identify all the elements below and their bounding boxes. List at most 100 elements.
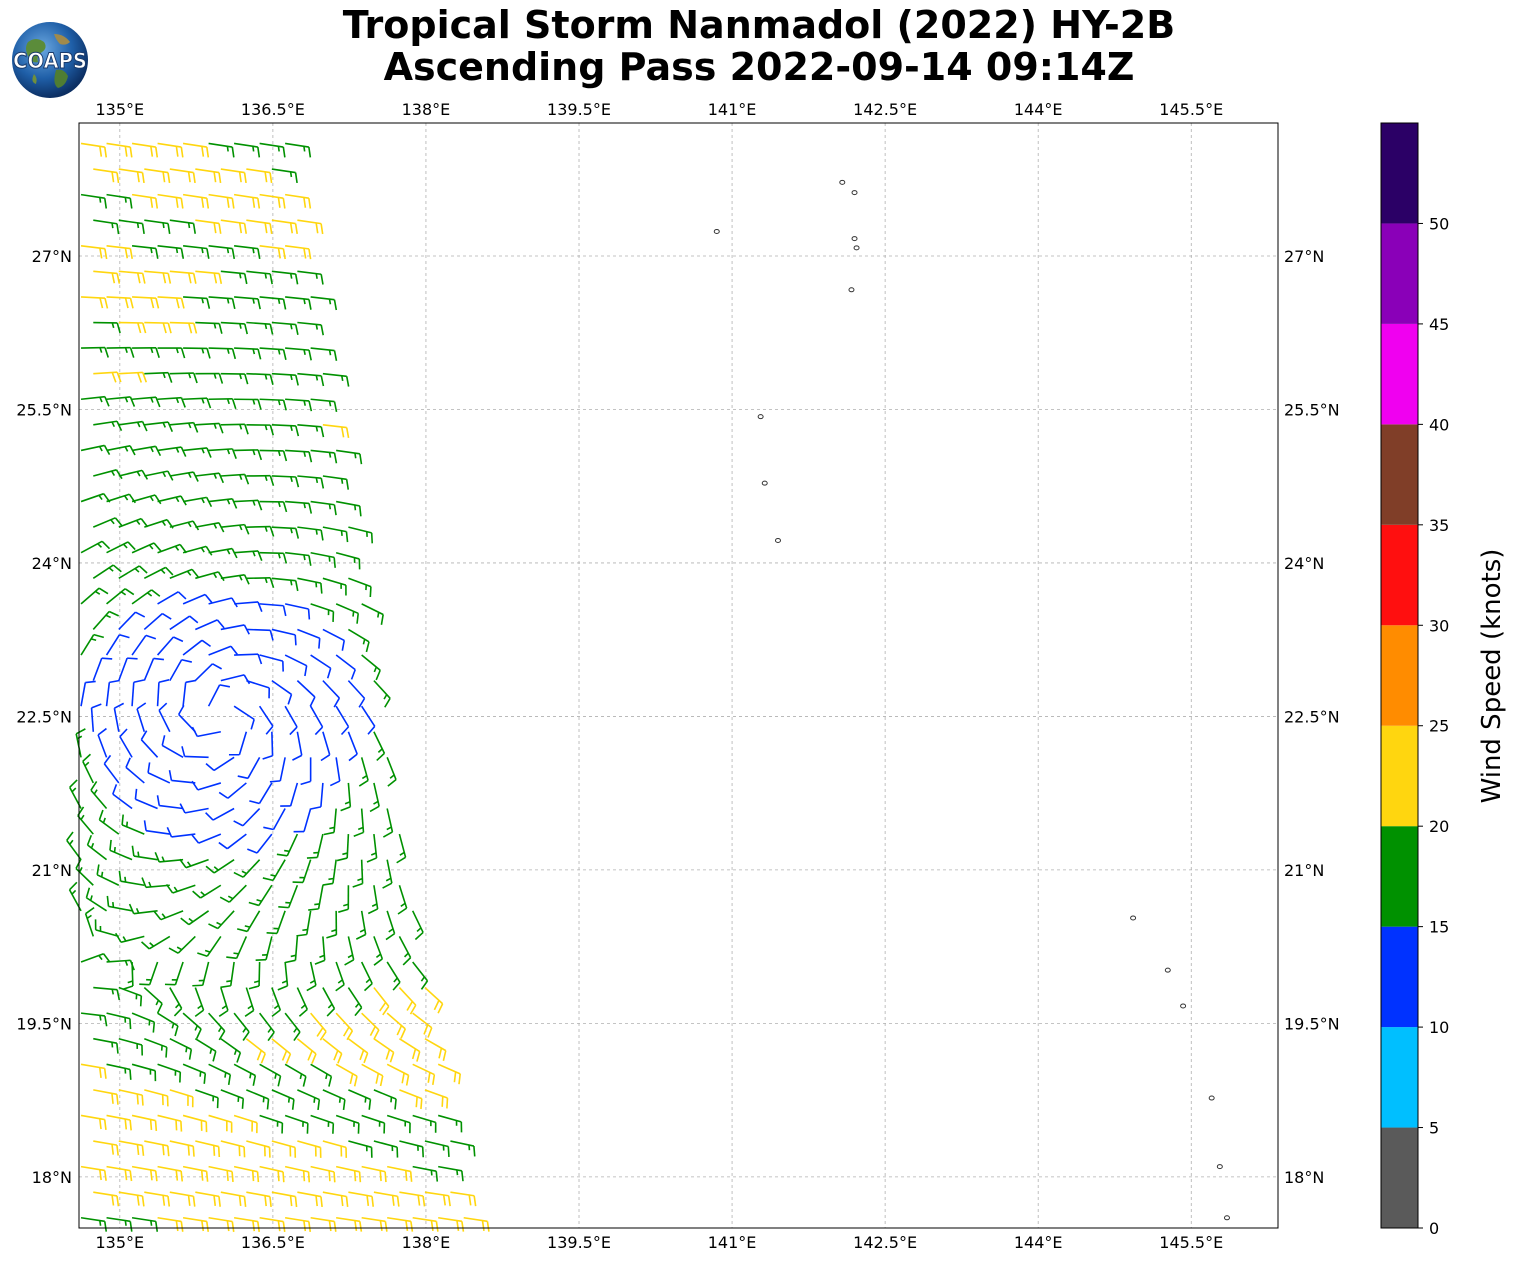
wind-barb: [411, 910, 424, 941]
wind-barb: [259, 398, 287, 411]
wind-barb: [157, 193, 184, 209]
wind-barb: [194, 1038, 217, 1062]
wind-barb: [297, 424, 325, 438]
wind-barb: [297, 270, 324, 285]
wind-barb: [93, 1140, 119, 1156]
wind-barb: [310, 1012, 327, 1041]
wind-barb: [220, 1140, 246, 1158]
wind-barb: [131, 193, 159, 209]
wind-barb: [169, 372, 198, 384]
wind-barb: [93, 469, 123, 480]
wind-barb: [322, 987, 336, 1017]
wind-barb: [347, 731, 358, 762]
wind-barb: [81, 346, 110, 358]
wind-barb: [157, 1216, 184, 1232]
wind-barb: [248, 961, 261, 990]
wind-barb: [297, 526, 324, 541]
wind-barb: [386, 757, 397, 787]
colorbar-bin: [1381, 625, 1418, 726]
wind-barb: [182, 1012, 202, 1039]
wind-barb: [165, 883, 196, 894]
wind-barb: [271, 372, 299, 386]
wind-barb: [144, 270, 172, 284]
wind-barb: [259, 500, 288, 513]
lat-tick-label-right: 19.5°N: [1284, 1014, 1340, 1033]
wind-barb: [169, 168, 196, 184]
wind-barb: [385, 910, 396, 941]
wind-barb: [322, 680, 341, 708]
wind-barb: [234, 653, 263, 665]
wind-barb: [93, 1089, 119, 1105]
wind-barb: [399, 1089, 423, 1110]
colorbar-bin: [1381, 323, 1418, 425]
wind-barb: [166, 827, 196, 838]
wind-barb: [233, 859, 261, 878]
wind-barb: [398, 936, 412, 966]
wind-barb: [310, 654, 332, 679]
wind-barb: [246, 270, 273, 285]
wind-barb: [226, 936, 248, 960]
wind-barb: [233, 1114, 258, 1134]
wind-barb: [114, 932, 145, 944]
lon-tick-label-bottom: 139.5°E: [547, 1233, 611, 1252]
wind-barb: [412, 1012, 433, 1038]
wind-barb: [131, 494, 162, 505]
wind-barb: [234, 296, 261, 310]
colorbar-ticks: 0 5 10 15 20 25 30 35 40 45 50: [1418, 214, 1449, 1238]
wind-barb: [157, 543, 188, 554]
lat-tick-label-left: 21°N: [32, 861, 72, 880]
wind-barb: [80, 142, 108, 158]
wind-barb: [141, 877, 170, 889]
wind-barb: [344, 936, 355, 966]
wind-barb: [259, 551, 288, 564]
lon-tick-label-top: 141°E: [708, 100, 757, 119]
wind-barb: [93, 321, 121, 334]
wind-barb: [131, 1114, 158, 1132]
lon-tick-label-bottom: 145.5°E: [1159, 1233, 1223, 1252]
colorbar-bin: [1381, 826, 1418, 927]
wind-barb: [106, 493, 136, 504]
wind-barb: [297, 1140, 322, 1158]
island-outline: [1164, 967, 1171, 973]
lon-tick-label-top: 139.5°E: [547, 100, 611, 119]
wind-barb: [80, 444, 111, 455]
wind-barbs-layer: [66, 142, 490, 1232]
wind-barb: [246, 474, 275, 486]
wind-barb: [118, 517, 149, 528]
wind-barb: [271, 526, 300, 539]
wind-barb: [80, 1012, 108, 1027]
wind-barb: [183, 447, 212, 458]
island-outline: [774, 537, 781, 543]
wind-barb: [271, 1089, 295, 1110]
wind-barb: [80, 1114, 107, 1130]
wind-barb: [277, 961, 289, 991]
wind-barb: [271, 168, 298, 184]
island-outline: [1208, 1095, 1215, 1101]
lon-tick-label-top: 145.5°E: [1159, 100, 1223, 119]
wind-barb: [192, 884, 222, 899]
lon-tick-label-top: 144°E: [1014, 100, 1063, 119]
wind-barb: [335, 705, 350, 736]
wind-barb: [118, 870, 145, 887]
wind-barb: [271, 1038, 292, 1064]
colorbar-bin: [1381, 524, 1418, 626]
wind-barb: [335, 1165, 362, 1183]
wind-barb: [259, 449, 288, 462]
wind-barb: [106, 1165, 133, 1182]
wind-barb: [310, 782, 324, 810]
wind-barb: [92, 517, 123, 528]
wind-barb: [169, 471, 199, 482]
wind-barb: [220, 624, 250, 635]
wind-barb: [92, 564, 122, 579]
wind-barb: [323, 808, 337, 836]
wind-barb: [80, 296, 109, 309]
wind-barb: [246, 628, 274, 641]
lon-tick-label-bottom: 142.5°E: [853, 1233, 917, 1252]
wind-barb: [297, 321, 325, 336]
wind-barb: [246, 321, 274, 335]
colorbar-tick-label: 25: [1429, 717, 1449, 736]
wind-barb: [191, 726, 221, 738]
wind-barb: [131, 679, 145, 707]
wind-barb: [244, 987, 255, 1017]
wind-barb: [259, 1063, 282, 1087]
